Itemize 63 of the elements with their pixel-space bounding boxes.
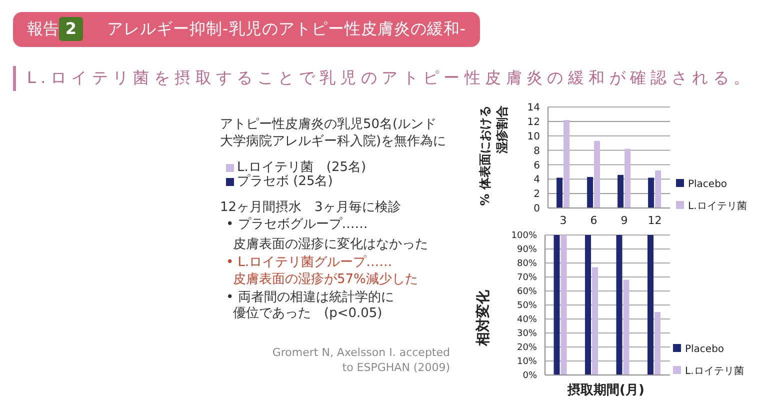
- bar: [624, 148, 631, 208]
- y-tick-label: 10: [527, 131, 540, 142]
- text: • 両者間の相違は統計学的に: [226, 290, 394, 306]
- x-tick-label: 9: [620, 214, 628, 227]
- x-tick-label: 3: [560, 214, 567, 227]
- y-tick-label: 0%: [522, 371, 538, 382]
- bar: [594, 140, 600, 208]
- bar: [592, 267, 598, 375]
- y-tick-label: 12: [527, 116, 540, 128]
- y-tick-label: 40%: [516, 315, 538, 326]
- bar: [648, 235, 654, 375]
- bar: [618, 174, 624, 208]
- bar: [585, 235, 591, 375]
- y-tick-label: 8: [534, 146, 540, 157]
- text: 報告: [27, 19, 59, 38]
- text: 大学病院アレルギー科入院)を無作為に: [220, 134, 446, 150]
- y-tick-label: 20%: [516, 343, 538, 354]
- y-tick-label: 2: [534, 189, 540, 200]
- y-tick-label: 50%: [516, 301, 538, 312]
- bar: [554, 235, 560, 375]
- legend-label: L.ロイテリ菌: [688, 201, 747, 212]
- y-tick-label: 0: [534, 204, 540, 215]
- y-tick-label: 80%: [516, 259, 538, 270]
- bar: [564, 120, 570, 208]
- bar: [560, 235, 567, 375]
- y-tick-label: 90%: [516, 245, 538, 256]
- bar: [655, 170, 662, 208]
- bar: [623, 280, 630, 375]
- text: プラセボ (25名): [237, 174, 333, 190]
- y-tick-label: 10%: [516, 357, 538, 368]
- text: to ESPGHAN (2009): [342, 360, 450, 376]
- bar: [654, 312, 660, 375]
- y-tick-label: 100%: [511, 231, 538, 242]
- y-axis-title: 相対変化: [476, 290, 492, 348]
- x-tick-label: 12: [648, 214, 662, 227]
- y-tick-label: 70%: [516, 273, 538, 284]
- bar: [616, 235, 622, 375]
- y-tick-label: 30%: [516, 329, 538, 340]
- text: • L.ロイテリ菌グループ……: [226, 255, 392, 271]
- text: 優位であった (p<0.05): [233, 306, 382, 322]
- text: アレルギー抑制-乳児のアトピー性皮膚炎の緩和-: [107, 19, 466, 39]
- text: Gromert N, Axelsson I. accepted: [272, 345, 450, 361]
- text: 2: [65, 19, 77, 38]
- x-axis-title: 摂取期間(月): [568, 382, 644, 399]
- y-tick-label: 4: [534, 174, 540, 186]
- y-tick-label: 60%: [516, 287, 538, 298]
- legend-label: Placebo: [685, 344, 724, 355]
- bar: [587, 176, 594, 208]
- text: L.ロイテリ菌 (25名): [237, 160, 366, 175]
- legend-label: Placebo: [688, 179, 728, 190]
- text: • プラセボグループ……: [226, 217, 368, 233]
- text: アトピー性皮膚炎の乳児50名(ルンド: [220, 117, 437, 133]
- bar: [556, 178, 563, 208]
- text: 皮膚表面の湿疹に変化はなかった: [233, 237, 428, 253]
- legend-label: L.ロイテリ菌: [685, 366, 744, 377]
- bar: [648, 178, 654, 208]
- y-tick-label: 14: [527, 102, 540, 114]
- y-tick-label: 6: [534, 160, 540, 172]
- text: 12ヶ月間摂水 3ヶ月毎に検診: [220, 200, 401, 216]
- y-axis-title: % 体表面における湿疹割合: [477, 106, 510, 208]
- text: 皮膚表面の湿疹が57%減少した: [233, 272, 418, 288]
- x-tick-label: 6: [590, 214, 598, 227]
- text: L.ロイテリ菌を摂取することで乳児のアトピー性皮膚炎の緩和が確認される。: [27, 68, 754, 88]
